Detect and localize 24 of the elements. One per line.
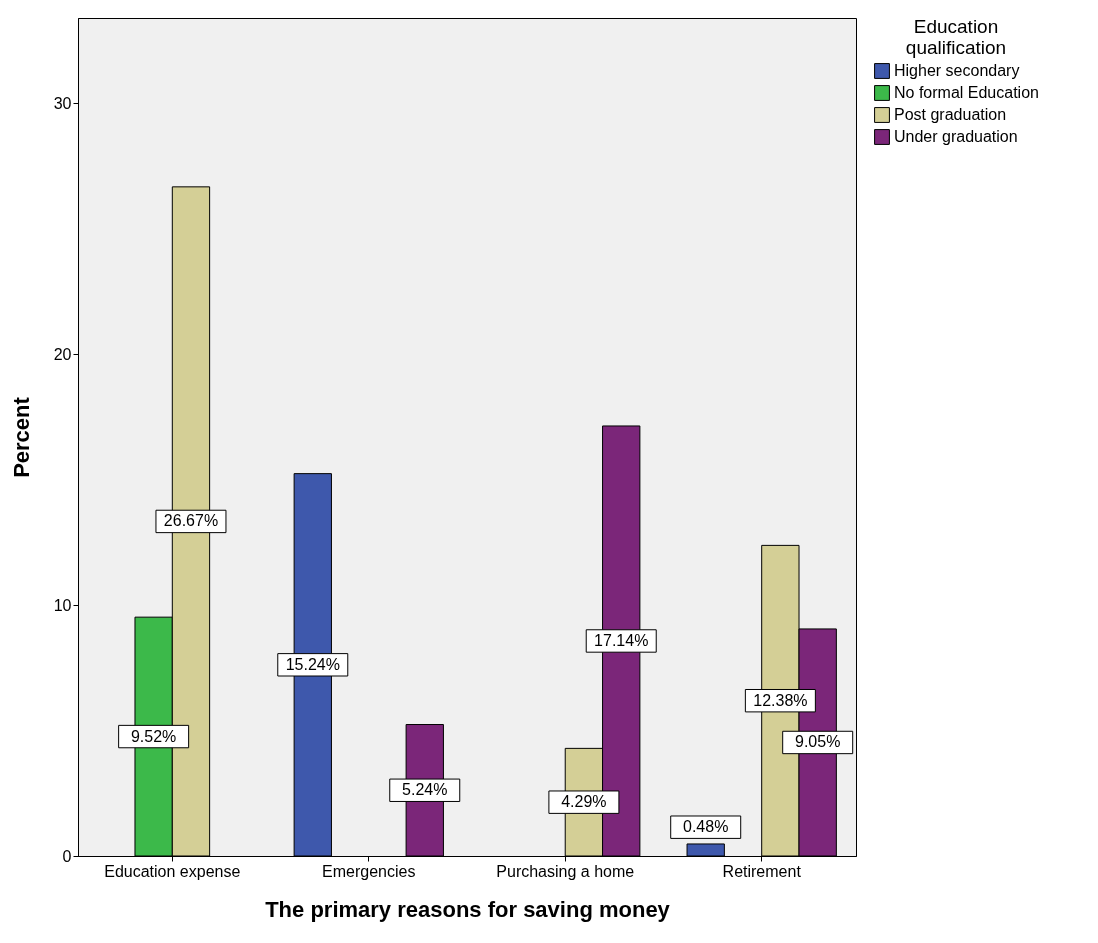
y-axis-title: Percent [8,396,34,478]
data-label: 15.24% [285,655,340,673]
data-label: 17.14% [594,631,649,649]
data-label: 4.29% [561,793,607,811]
y-tick-label: 0 [62,847,72,865]
legend-label: Higher secondary [894,62,1020,79]
legend-title: Education qualification [905,16,1007,58]
legend-label: Post graduation [894,106,1007,123]
x-axis-title: The primary reasons for saving money [265,896,671,922]
y-tick-label: 10 [53,596,72,614]
y-tick-label: 30 [53,94,72,112]
data-label: 26.67% [163,512,219,530]
x-tick-label: Purchasing a home [496,862,635,880]
x-tick-label: Emergencies [322,862,416,880]
data-label: 5.24% [402,781,448,799]
legend-label: No formal Education [894,84,1039,101]
data-label: 0.48% [683,818,729,836]
y-tick-label: 20 [53,345,72,363]
x-tick-label: Education expense [104,862,241,880]
data-label: 9.05% [795,733,841,751]
data-label: 12.38% [753,691,808,709]
data-label: 9.52% [130,727,177,745]
x-tick-label: Retirement [722,862,802,880]
legend-label: Under graduation [894,128,1018,145]
